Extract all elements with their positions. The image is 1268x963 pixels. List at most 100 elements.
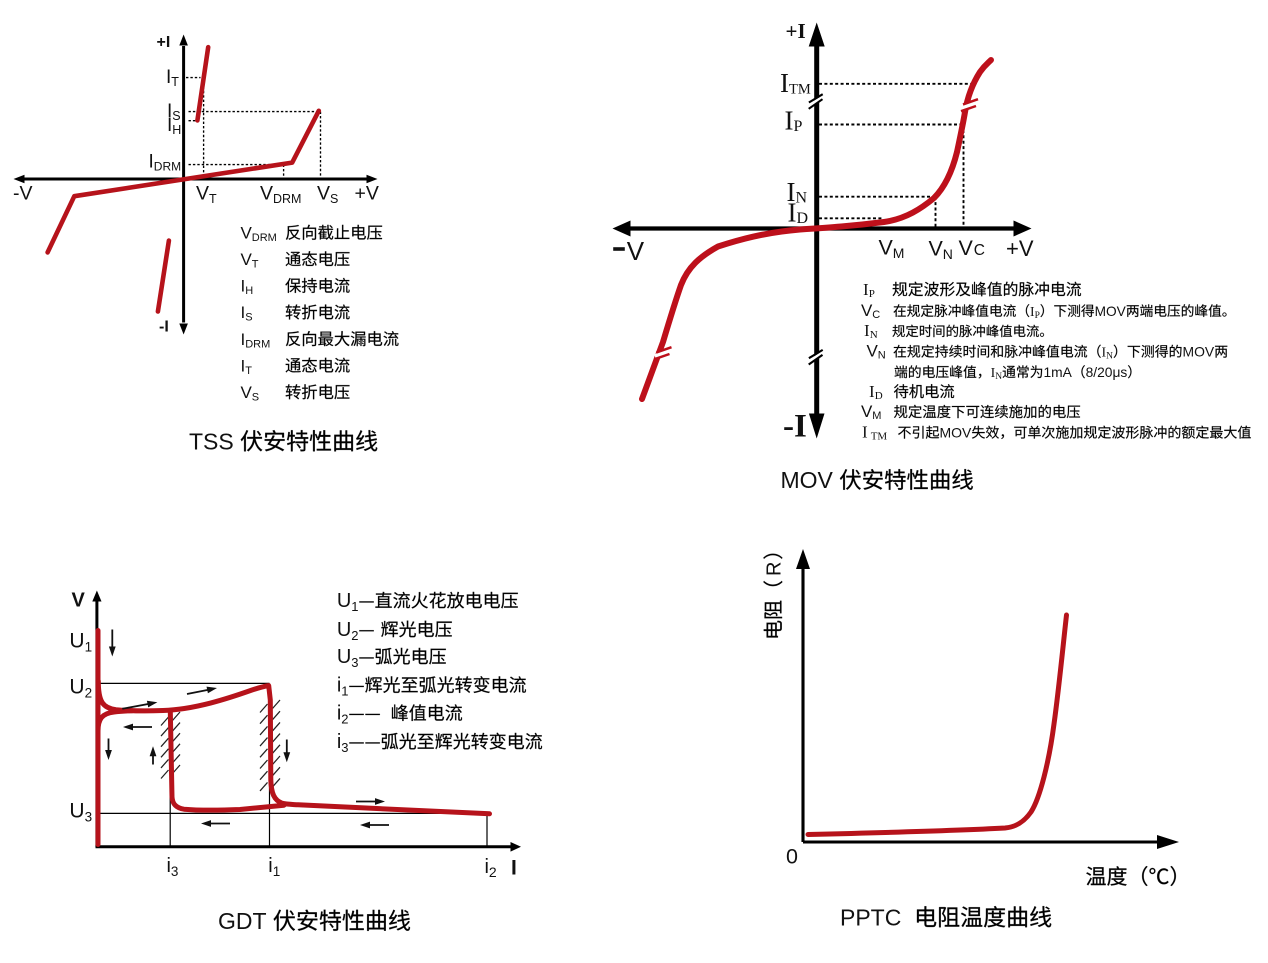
svg-text:V: V [241, 250, 253, 269]
svg-text:V: V [861, 301, 873, 320]
svg-text:R: R [764, 562, 786, 576]
svg-text:U: U [337, 646, 351, 668]
svg-text:-V: -V [13, 183, 33, 205]
svg-text:I: I [1102, 346, 1107, 361]
svg-text:DRM: DRM [252, 232, 277, 244]
svg-text:I: I [241, 303, 246, 322]
svg-text:N: N [796, 190, 808, 207]
svg-text:MOV: MOV [781, 467, 834, 493]
svg-text:3: 3 [171, 864, 179, 879]
svg-text:U: U [69, 630, 84, 653]
svg-text:2: 2 [341, 712, 348, 727]
svg-text:N: N [870, 329, 878, 341]
svg-text:I: I [166, 67, 171, 88]
svg-text:+V: +V [1006, 236, 1034, 261]
svg-text:M: M [893, 245, 905, 261]
svg-text:I: I [167, 101, 172, 122]
svg-text:+I: +I [157, 34, 171, 51]
svg-text:P: P [1035, 311, 1040, 321]
svg-text:C: C [974, 242, 985, 259]
svg-text:3: 3 [341, 740, 348, 755]
svg-text:2: 2 [351, 628, 358, 643]
svg-text:I: I [149, 152, 154, 173]
svg-text:U: U [337, 619, 351, 641]
svg-text:TM: TM [789, 82, 811, 98]
svg-text:V: V [879, 236, 894, 260]
svg-text:N: N [1106, 352, 1113, 362]
svg-text:S: S [330, 192, 338, 206]
svg-text:-I: -I [159, 319, 169, 336]
svg-text:I: I [241, 330, 246, 349]
svg-text:1: 1 [273, 864, 281, 879]
svg-text:V: V [861, 402, 873, 421]
svg-text:1: 1 [351, 599, 358, 614]
svg-text:V: V [929, 237, 944, 261]
svg-text:I: I [788, 198, 797, 228]
svg-text:i: i [485, 856, 489, 878]
svg-text:PPTC: PPTC [840, 905, 901, 931]
svg-text:S: S [172, 109, 180, 123]
svg-text:2: 2 [85, 686, 93, 701]
svg-text:P: P [794, 118, 803, 135]
svg-text:I: I [864, 321, 870, 340]
svg-text:U: U [69, 676, 84, 699]
svg-text:D: D [875, 390, 883, 402]
svg-text:I: I [862, 423, 868, 442]
svg-text:I: I [869, 382, 875, 401]
svg-text:T: T [171, 75, 179, 89]
svg-text:T: T [252, 259, 259, 271]
svg-text:I: I [863, 280, 869, 299]
svg-text:U: U [69, 800, 84, 823]
svg-text:-: - [783, 409, 794, 445]
svg-text:M: M [872, 410, 881, 422]
svg-text:C: C [872, 309, 880, 321]
svg-text:S: S [252, 392, 259, 404]
svg-text:TSS: TSS [189, 429, 234, 455]
svg-text:MOV: MOV [1095, 304, 1127, 319]
svg-text:i: i [337, 731, 341, 753]
svg-text:1: 1 [85, 640, 93, 655]
svg-text:N: N [995, 372, 1002, 382]
svg-text:T: T [209, 192, 217, 206]
svg-text:V: V [627, 236, 645, 266]
svg-text:D: D [797, 210, 809, 227]
svg-text:S: S [245, 312, 252, 324]
svg-text:I: I [787, 177, 796, 207]
svg-text:V: V [72, 590, 86, 612]
svg-text:MOV: MOV [940, 425, 973, 441]
svg-text:I: I [511, 857, 517, 880]
svg-text:I: I [780, 68, 789, 98]
svg-text:V: V [241, 383, 253, 402]
svg-text:+I: +I [786, 19, 806, 43]
svg-text:DRM: DRM [154, 160, 181, 174]
svg-text:+V: +V [355, 183, 379, 205]
svg-text:N: N [943, 246, 953, 262]
svg-text:2: 2 [489, 864, 497, 880]
svg-text:i: i [337, 703, 341, 725]
svg-text:V: V [260, 183, 273, 205]
svg-text:I: I [241, 356, 246, 375]
svg-text:V: V [867, 342, 879, 361]
svg-text:H: H [172, 123, 181, 137]
svg-text:3: 3 [351, 655, 358, 670]
svg-text:1mA: 1mA [1044, 365, 1073, 380]
svg-text:I: I [167, 115, 172, 136]
svg-text:0: 0 [786, 845, 798, 869]
svg-text:I: I [991, 365, 996, 380]
svg-text:V: V [317, 183, 330, 205]
svg-text:U: U [337, 590, 351, 612]
svg-text:I: I [794, 409, 807, 445]
svg-text:H: H [245, 285, 253, 297]
svg-text:V: V [959, 236, 974, 260]
svg-text:i: i [337, 675, 341, 697]
svg-text:DRM: DRM [245, 338, 270, 350]
svg-text:i: i [268, 855, 272, 877]
svg-text:I: I [785, 106, 794, 136]
svg-text:3: 3 [85, 810, 93, 825]
svg-text:GDT: GDT [218, 908, 267, 934]
svg-text:V: V [196, 183, 209, 205]
svg-text:TM: TM [871, 431, 888, 443]
svg-text:8/20μs: 8/20μs [1086, 365, 1128, 380]
svg-text:i: i [167, 855, 171, 877]
svg-text:P: P [869, 288, 875, 300]
